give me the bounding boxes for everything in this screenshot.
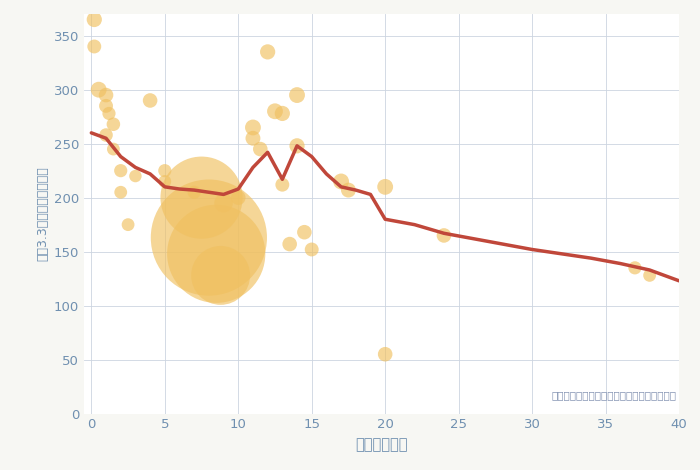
Point (291, 142, 302, 149)
Point (89, 43, 100, 50)
Point (93, 86, 104, 94)
Y-axis label: 坪（3.3㎡）単価（万円）: 坪（3.3㎡）単価（万円） (36, 166, 50, 261)
Point (276, 181, 288, 188)
Point (255, 145, 266, 153)
Point (379, 351, 391, 358)
Point (379, 183, 391, 191)
Point (291, 91, 302, 99)
Point (247, 124, 258, 131)
Point (100, 102, 111, 110)
Point (203, 234, 214, 242)
Point (276, 110, 288, 117)
Point (115, 188, 126, 196)
Point (89, 16, 100, 23)
Text: 円の大きさは、取引のあった物件面積を示す: 円の大きさは、取引のあった物件面積を示す (551, 391, 676, 400)
Point (306, 246, 317, 253)
Point (100, 91, 111, 99)
Point (115, 167, 126, 174)
Point (629, 264, 641, 272)
Point (108, 145, 119, 153)
Point (215, 272, 226, 279)
Point (196, 194, 207, 202)
Point (247, 134, 258, 142)
Point (299, 228, 310, 236)
Point (159, 167, 170, 174)
Point (270, 108, 281, 115)
Point (335, 178, 346, 185)
Point (262, 48, 273, 55)
Point (232, 194, 244, 202)
Point (100, 131, 111, 139)
Point (218, 199, 229, 207)
Point (159, 178, 170, 185)
Point (343, 186, 354, 194)
Point (144, 97, 155, 104)
Point (108, 120, 119, 128)
Point (104, 110, 115, 117)
Point (644, 272, 655, 279)
Point (130, 172, 141, 180)
Point (284, 240, 295, 248)
Point (122, 221, 134, 228)
Point (438, 232, 449, 239)
X-axis label: 築年数（年）: 築年数（年） (355, 437, 407, 452)
Point (188, 188, 199, 196)
Point (211, 250, 222, 258)
